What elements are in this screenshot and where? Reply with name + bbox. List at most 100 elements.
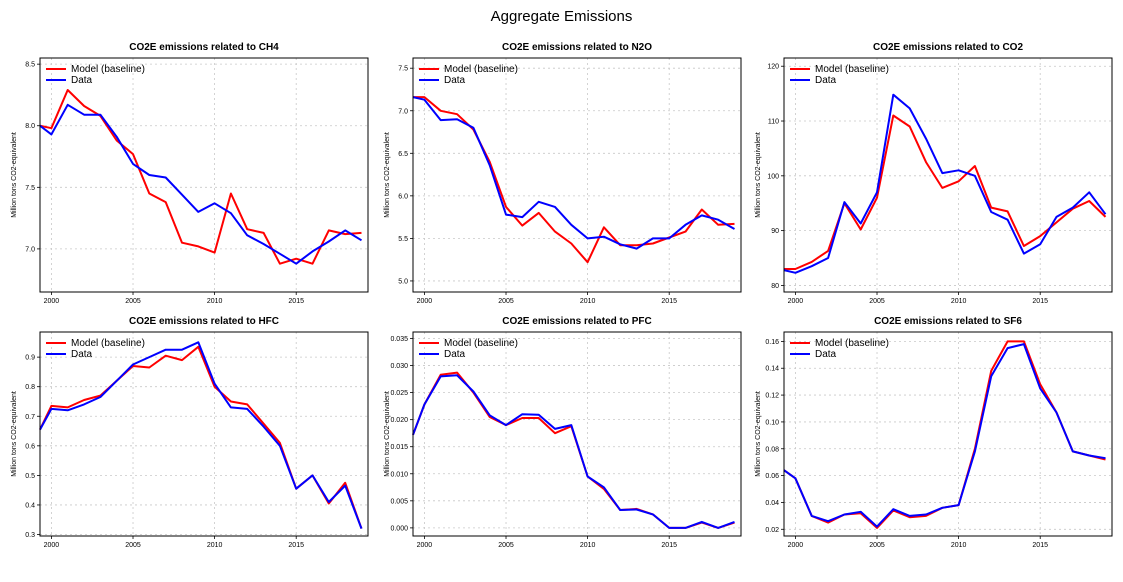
- y-tick-label: 0.08: [765, 446, 779, 453]
- x-tick-label: 2005: [869, 298, 885, 305]
- series-line-data: [783, 93, 1107, 274]
- legend-label: Data: [815, 349, 837, 360]
- legend-label: Data: [71, 75, 93, 86]
- legend-label: Model (baseline): [815, 64, 889, 75]
- x-tick-label: 2005: [125, 542, 141, 549]
- y-tick-label: 0.030: [390, 363, 408, 370]
- y-axis-label: Million tons CO2-equivalent: [755, 391, 762, 477]
- y-tick-label: 0.3: [25, 532, 35, 539]
- chart-panel-hfc: CO2E emissions related to HFC 2000 2005 201…: [8, 312, 378, 582]
- x-tick-label: 2015: [1032, 298, 1048, 305]
- x-tick-label: 2015: [661, 542, 677, 549]
- legend-label: Model (baseline): [444, 338, 518, 349]
- y-tick-label: 0.010: [390, 471, 408, 478]
- x-tick-label: 2005: [869, 542, 885, 549]
- x-tick-label: 2000: [44, 542, 60, 549]
- y-tick-label: 0.4: [25, 502, 35, 509]
- series-line-data: [783, 343, 1106, 528]
- y-tick-label: 0.12: [765, 393, 779, 400]
- chart-svg: CO2E emissions related to PFC 2000 2005 201…: [384, 316, 742, 549]
- series-line-data: [412, 374, 735, 529]
- x-tick-label: 2000: [417, 298, 433, 305]
- plot-frame: [39, 331, 369, 537]
- y-tick-label: 0.10: [765, 419, 779, 426]
- legend-label: Model (baseline): [71, 64, 145, 75]
- plot-frame: [412, 57, 742, 293]
- y-tick-label: 110: [768, 119, 779, 126]
- chart-svg: CO2E emissions related to N2O 2000 2005 201…: [384, 42, 742, 305]
- chart-svg: CO2E emissions related to SF6 2000 2005 201…: [755, 316, 1113, 549]
- plot-frame: [39, 57, 369, 293]
- chart-title: CO2E emissions related to N2O: [502, 42, 652, 53]
- x-tick-label: 2010: [951, 298, 967, 305]
- legend-label: Model (baseline): [71, 338, 145, 349]
- y-tick-label: 0.5: [25, 473, 35, 480]
- series-line-model: [39, 345, 363, 529]
- legend-label: Data: [444, 75, 466, 86]
- x-tick-label: 2010: [951, 542, 967, 549]
- y-tick-label: 7.0: [398, 108, 408, 115]
- y-axis-label: Million tons CO2-equivalent: [384, 391, 391, 477]
- y-tick-label: 0.025: [390, 390, 408, 397]
- y-tick-label: 0.8: [25, 384, 35, 391]
- series-line-model: [413, 96, 735, 264]
- x-tick-label: 2000: [788, 542, 804, 549]
- y-tick-label: 0.16: [765, 339, 779, 346]
- x-tick-label: 2010: [580, 298, 596, 305]
- x-tick-label: 2010: [580, 542, 596, 549]
- y-tick-label: 6.0: [398, 193, 408, 200]
- y-tick-label: 100: [767, 173, 779, 180]
- legend-label: Data: [444, 349, 466, 360]
- y-tick-label: 0.7: [25, 414, 35, 421]
- y-tick-label: 7.5: [25, 185, 35, 192]
- chart-panel-n2o: CO2E emissions related to N2O 2000 2005 201…: [381, 38, 751, 308]
- y-tick-label: 0.06: [765, 473, 779, 480]
- y-tick-label: 5.5: [398, 236, 408, 243]
- chart-panel-ch4: CO2E emissions related to CH4 2000 2005 201…: [8, 38, 378, 308]
- chart-svg: CO2E emissions related to CO2 2000 2005 201…: [755, 42, 1113, 305]
- legend-label: Model (baseline): [444, 64, 518, 75]
- legend-label: Model (baseline): [815, 338, 889, 349]
- y-tick-label: 0.005: [390, 498, 408, 505]
- plot-frame: [783, 331, 1113, 537]
- x-tick-label: 2000: [417, 542, 433, 549]
- series-line-data: [39, 103, 363, 265]
- chart-title: CO2E emissions related to CH4: [129, 42, 279, 53]
- chart-panel-pfc: CO2E emissions related to PFC 2000 2005 201…: [381, 312, 751, 582]
- y-tick-label: 6.5: [398, 151, 408, 158]
- y-tick-label: 5.0: [398, 278, 408, 285]
- y-tick-label: 0.14: [765, 366, 779, 373]
- chart-title: CO2E emissions related to HFC: [129, 316, 279, 327]
- y-tick-label: 80: [771, 283, 779, 290]
- x-tick-label: 2005: [498, 298, 514, 305]
- chart-svg: CO2E emissions related to CH4 2000 2005 201…: [11, 42, 369, 305]
- chart-panel-sf6: CO2E emissions related to SF6 2000 2005 201…: [752, 312, 1122, 582]
- y-tick-label: 120: [767, 64, 779, 71]
- y-tick-label: 7.0: [25, 246, 35, 253]
- y-tick-label: 0.04: [765, 500, 779, 507]
- y-tick-label: 0.035: [390, 336, 408, 343]
- figure-title: Aggregate Emissions: [490, 8, 633, 25]
- plot-frame: [412, 331, 742, 537]
- series-line-model: [783, 340, 1106, 529]
- x-tick-label: 2005: [498, 542, 514, 549]
- y-axis-label: Million tons CO2-equivalent: [755, 132, 762, 218]
- chart-title: CO2E emissions related to SF6: [874, 316, 1022, 327]
- y-tick-label: 0.020: [390, 417, 408, 424]
- y-axis-label: Million tons CO2-equivalent: [11, 132, 18, 218]
- series-line-model: [412, 371, 735, 529]
- x-tick-label: 2000: [44, 298, 60, 305]
- y-tick-label: 8.0: [25, 123, 35, 130]
- plot-frame: [783, 57, 1113, 293]
- chart-svg: CO2E emissions related to HFC 2000 2005 201…: [11, 316, 369, 549]
- y-tick-label: 0.015: [390, 444, 408, 451]
- x-tick-label: 2010: [207, 298, 223, 305]
- y-tick-label: 0.02: [765, 527, 779, 534]
- series-line-data: [412, 96, 735, 250]
- series-line-data: [39, 341, 363, 529]
- y-tick-label: 0.9: [25, 355, 35, 362]
- x-tick-label: 2015: [1032, 542, 1048, 549]
- y-tick-label: 0.000: [390, 525, 408, 532]
- legend-label: Data: [815, 75, 837, 86]
- y-tick-label: 90: [771, 228, 779, 235]
